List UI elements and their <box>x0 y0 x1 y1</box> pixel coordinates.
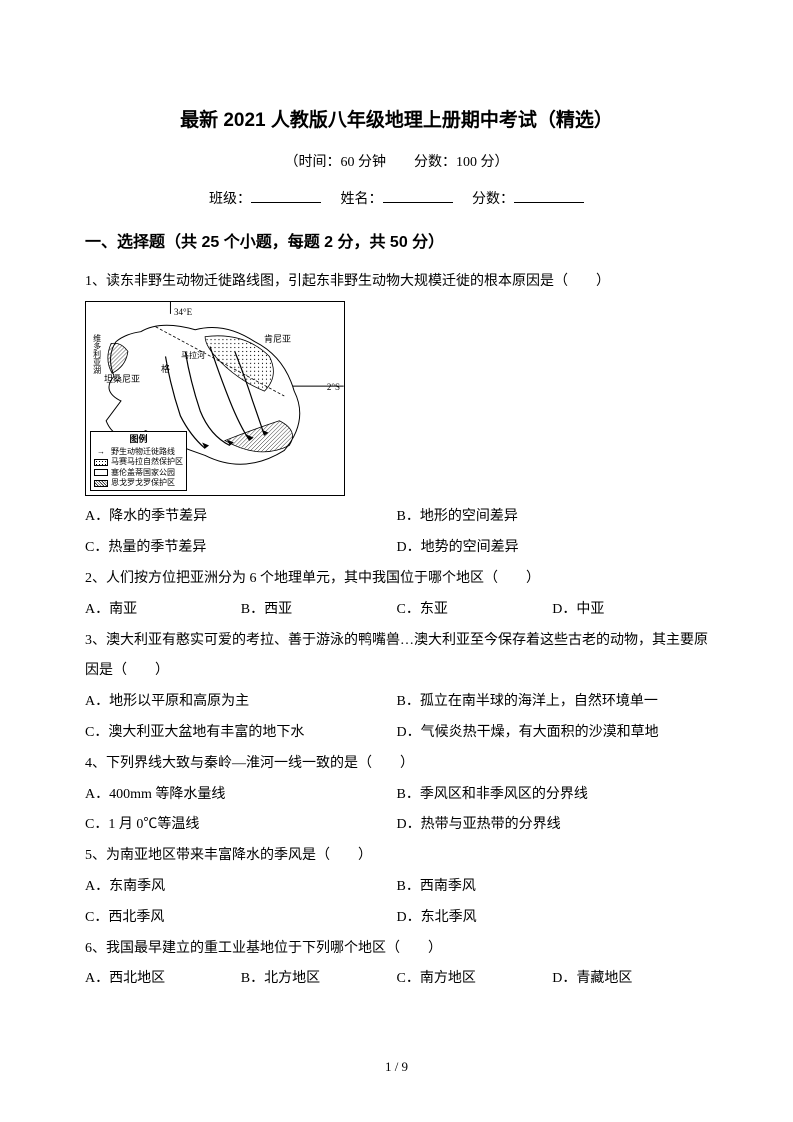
info-line: 班级： 姓名： 分数： <box>85 185 708 216</box>
q2-options: A．南亚 B．西亚 C．东亚 D．中亚 <box>85 595 708 626</box>
page-title: 最新 2021 人教版八年级地理上册期中考试（精选） <box>85 100 708 142</box>
section-1-header: 一、选择题（共 25 个小题，每题 2 分，共 50 分） <box>85 225 708 260</box>
option-d: D．东北季风 <box>397 903 709 934</box>
option-b: B．地形的空间差异 <box>397 502 709 533</box>
legend-label: 塞伦盖蒂国家公园 <box>111 468 175 478</box>
swatch-icon <box>94 480 108 487</box>
legend-label: 恩戈罗戈罗保护区 <box>111 478 175 488</box>
page-subtitle: （时间：60 分钟 分数：100 分） <box>85 148 708 179</box>
legend-label: 马赛马拉自然保护区 <box>111 457 183 467</box>
option-d: D．中亚 <box>552 595 708 626</box>
legend-item: → 野生动物迁徙路线 <box>94 447 183 457</box>
swatch-icon <box>94 469 108 476</box>
map-label-tanzania: 坦桑尼亚 <box>104 370 140 390</box>
option-b: B．北方地区 <box>241 964 397 995</box>
question-4: 4、下列界线大致与秦岭—淮河一线一致的是（ ） <box>85 749 708 780</box>
option-a: A．南亚 <box>85 595 241 626</box>
option-b: B．西南季风 <box>397 872 709 903</box>
option-a: A．东南季风 <box>85 872 397 903</box>
swatch-icon <box>94 459 108 466</box>
legend-item: 塞伦盖蒂国家公园 <box>94 468 183 478</box>
score-blank[interactable] <box>514 189 584 203</box>
option-c: C．澳大利亚大盆地有丰富的地下水 <box>85 718 397 749</box>
class-blank[interactable] <box>251 189 321 203</box>
q4-options: A．400mm 等降水量线 B．季风区和非季风区的分界线 C．1 月 0℃等温线… <box>85 780 708 842</box>
option-d: D．气候炎热干燥，有大面积的沙漠和草地 <box>397 718 709 749</box>
map-coord-top: 34°E <box>174 303 192 323</box>
option-a: A．地形以平原和高原为主 <box>85 687 397 718</box>
legend-item: 马赛马拉自然保护区 <box>94 457 183 467</box>
class-label: 班级： <box>209 192 251 207</box>
arrow-icon: → <box>94 447 108 457</box>
name-blank[interactable] <box>383 189 453 203</box>
option-a: A．西北地区 <box>85 964 241 995</box>
option-b: B．西亚 <box>241 595 397 626</box>
q1-options: A．降水的季节差异 B．地形的空间差异 C．热量的季节差异 D．地势的空间差异 <box>85 502 708 564</box>
option-c: C．1 月 0℃等温线 <box>85 810 397 841</box>
option-c: C．热量的季节差异 <box>85 533 397 564</box>
name-label: 姓名： <box>341 192 383 207</box>
map-label-victoria: 维多利亚湖 <box>88 334 106 374</box>
map-label-kenya: 肯尼亚 <box>264 330 291 350</box>
option-c: C．南方地区 <box>397 964 553 995</box>
page-number: 1 / 9 <box>0 1053 793 1082</box>
option-a: A．降水的季节差异 <box>85 502 397 533</box>
option-d: D．热带与亚热带的分界线 <box>397 810 709 841</box>
map-label-ge: 格 <box>161 360 170 380</box>
q1-map: 34°E 2°S 维多利亚湖 坦桑尼亚 肯尼亚 马拉河 格 图例 → 野生动物迁… <box>85 301 345 496</box>
legend-item: 恩戈罗戈罗保护区 <box>94 478 183 488</box>
question-6: 6、我国最早建立的重工业基地位于下列哪个地区（ ） <box>85 934 708 965</box>
q5-options: A．东南季风 B．西南季风 C．西北季风 D．东北季风 <box>85 872 708 934</box>
legend-label: 野生动物迁徙路线 <box>111 447 175 457</box>
map-coord-right: 2°S <box>327 378 340 398</box>
legend-title: 图例 <box>94 434 183 446</box>
option-d: D．青藏地区 <box>552 964 708 995</box>
question-2: 2、人们按方位把亚洲分为 6 个地理单元，其中我国位于哪个地区（ ） <box>85 564 708 595</box>
option-b: B．季风区和非季风区的分界线 <box>397 780 709 811</box>
map-label-mara: 马拉河 <box>181 347 205 365</box>
q6-options: A．西北地区 B．北方地区 C．南方地区 D．青藏地区 <box>85 964 708 995</box>
option-c: C．西北季风 <box>85 903 397 934</box>
option-b: B．孤立在南半球的海洋上，自然环境单一 <box>397 687 709 718</box>
map-legend: 图例 → 野生动物迁徙路线 马赛马拉自然保护区 塞伦盖蒂国家公园 恩戈罗戈罗保护… <box>90 431 187 491</box>
option-d: D．地势的空间差异 <box>397 533 709 564</box>
option-c: C．东亚 <box>397 595 553 626</box>
question-3: 3、澳大利亚有憨实可爱的考拉、善于游泳的鸭嘴兽…澳大利亚至今保存着这些古老的动物… <box>85 626 708 688</box>
score-label: 分数： <box>472 192 514 207</box>
question-5: 5、为南亚地区带来丰富降水的季风是（ ） <box>85 841 708 872</box>
question-1: 1、读东非野生动物迁徙路线图，引起东非野生动物大规模迁徙的根本原因是（ ） <box>85 267 708 298</box>
option-a: A．400mm 等降水量线 <box>85 780 397 811</box>
q3-options: A．地形以平原和高原为主 B．孤立在南半球的海洋上，自然环境单一 C．澳大利亚大… <box>85 687 708 749</box>
